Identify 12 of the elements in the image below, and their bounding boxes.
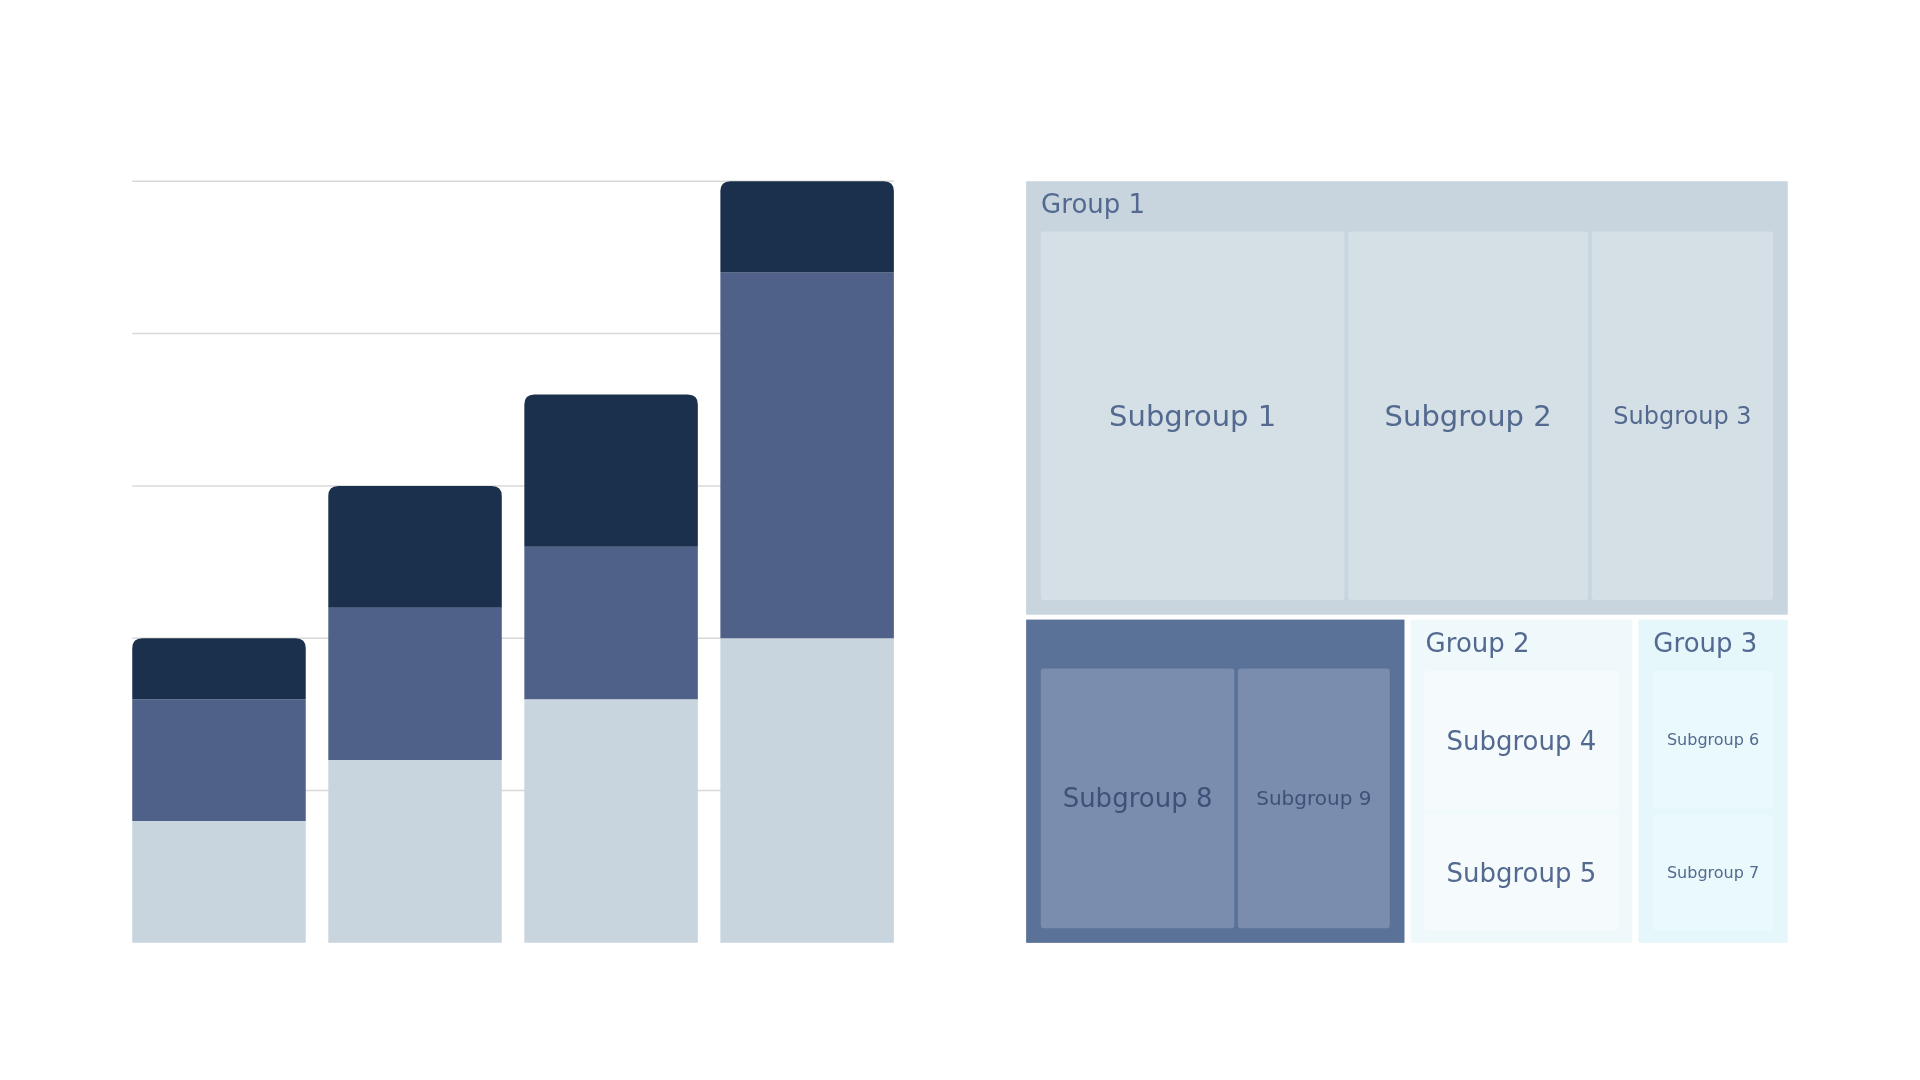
category-label: Subgroup 8 xyxy=(1062,783,1213,814)
category-label: Subgroup 3 xyxy=(1613,402,1752,431)
category-label: Subgroup 9 xyxy=(1256,786,1372,811)
category-label: Subgroup 5 xyxy=(1446,857,1597,888)
text: Group 2 xyxy=(1425,627,1530,658)
category-label: Subgroup 7 xyxy=(1666,863,1760,883)
category-label: Subgroup 6 xyxy=(1666,730,1760,750)
text: Group 3 xyxy=(1653,627,1758,658)
text: Group 1 xyxy=(1041,189,1146,220)
category-label: Subgroup 1 xyxy=(1109,398,1277,433)
category-label: Subgroup 2 xyxy=(1384,398,1552,433)
category-label: Subgroup 4 xyxy=(1446,725,1597,756)
